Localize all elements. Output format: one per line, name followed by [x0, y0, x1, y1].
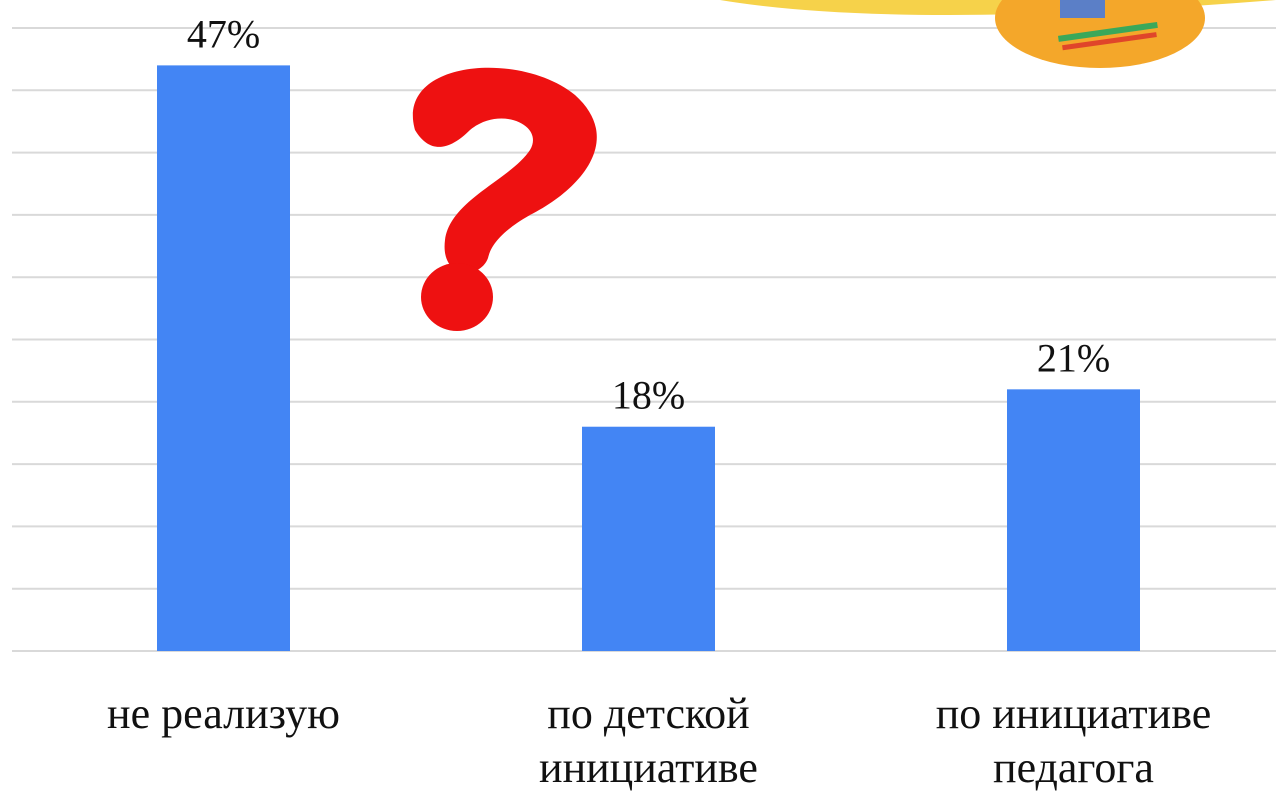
bar	[1007, 389, 1140, 651]
book	[1060, 0, 1105, 18]
bar	[157, 65, 290, 651]
value-label: 47%	[187, 11, 260, 56]
value-label: 21%	[1037, 335, 1110, 380]
bar	[582, 426, 715, 651]
x-tick-label: по инициативе педагога	[935, 689, 1212, 792]
pencil	[1062, 32, 1157, 51]
pencil	[1057, 21, 1158, 42]
x-tick-label: по детской инициативе	[539, 689, 758, 792]
corner-decoration	[720, 0, 1276, 68]
question-mark	[412, 67, 597, 331]
value-label: 18%	[612, 373, 685, 418]
x-tick-label: не реализую	[107, 689, 340, 738]
